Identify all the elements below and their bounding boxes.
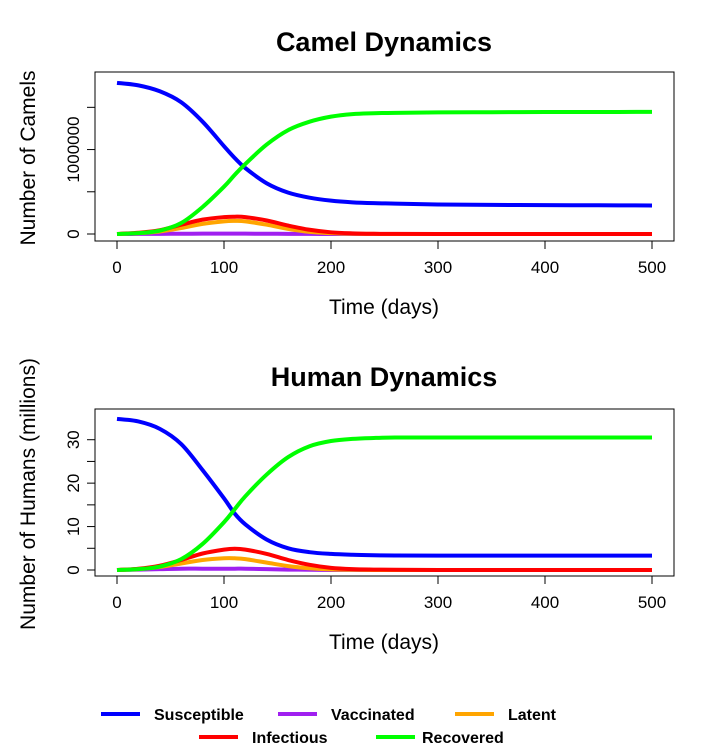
camel-plot-frame (94, 71, 675, 242)
human-x-tick-label: 200 (317, 593, 345, 612)
camel-y-tick-label: 0 (64, 229, 83, 238)
human-plot-frame (94, 408, 675, 577)
camel-y-axis-label: Number of Camels (17, 70, 40, 245)
human-x-tick-label: 100 (210, 593, 238, 612)
human-x-tick-label: 0 (112, 593, 121, 612)
human-y-tick-label: 0 (64, 565, 83, 574)
legend-label-recovered: Recovered (422, 730, 504, 747)
human-x-tick-label: 400 (531, 593, 559, 612)
human-y-tick-label: 30 (64, 430, 83, 449)
camel-x-axis: 0 100 200 300 400 500 (112, 241, 666, 277)
human-recovered-line (116, 435, 652, 572)
human-x-tick-label: 500 (638, 593, 666, 612)
legend-item-vaccinated: Vaccinated (278, 707, 415, 724)
camel-dynamics-panel: Camel Dynamics 0 100 200 300 400 500 0 1000000… (17, 27, 675, 319)
human-y-tick-label: 20 (64, 474, 83, 493)
legend-label-infectious: Infectious (252, 730, 328, 747)
camel-chart-title: Camel Dynamics (276, 27, 492, 57)
legend-label-susceptible: Susceptible (154, 707, 244, 724)
legend-label-latent: Latent (508, 707, 557, 724)
legend-item-susceptible: Susceptible (101, 707, 244, 724)
legend: Susceptible Vaccinated Latent Infectious… (101, 707, 557, 747)
camel-x-axis-label: Time (days) (329, 296, 439, 319)
human-chart-title: Human Dynamics (271, 362, 498, 392)
human-susceptible-line (116, 416, 652, 558)
human-series-lines (116, 416, 652, 573)
human-x-axis: 0 100 200 300 400 500 (112, 576, 666, 612)
legend-label-vaccinated: Vaccinated (331, 707, 415, 724)
camel-x-tick-label: 200 (317, 258, 345, 277)
human-y-axis-label: Number of Humans (millions) (17, 358, 40, 630)
camel-x-tick-label: 400 (531, 258, 559, 277)
camel-series-lines (116, 80, 653, 237)
camel-x-tick-label: 300 (424, 258, 452, 277)
camel-y-axis: 0 1000000 (64, 106, 95, 239)
camel-y-tick-label: 1000000 (64, 116, 83, 182)
camel-susceptible-line (116, 80, 653, 208)
human-y-tick-label: 10 (64, 517, 83, 536)
human-y-axis: 0 10 20 30 (64, 430, 95, 575)
camel-x-tick-label: 0 (112, 258, 121, 277)
legend-item-recovered: Recovered (376, 730, 504, 747)
legend-item-infectious: Infectious (199, 730, 328, 747)
camel-recovered-line (116, 109, 653, 236)
legend-item-latent: Latent (455, 707, 557, 724)
human-x-tick-label: 300 (424, 593, 452, 612)
camel-x-tick-label: 500 (638, 258, 666, 277)
camel-x-tick-label: 100 (210, 258, 238, 277)
human-dynamics-panel: Human Dynamics 0 100 200 300 400 500 0102030 … (17, 358, 675, 654)
human-x-axis-label: Time (days) (329, 631, 439, 654)
